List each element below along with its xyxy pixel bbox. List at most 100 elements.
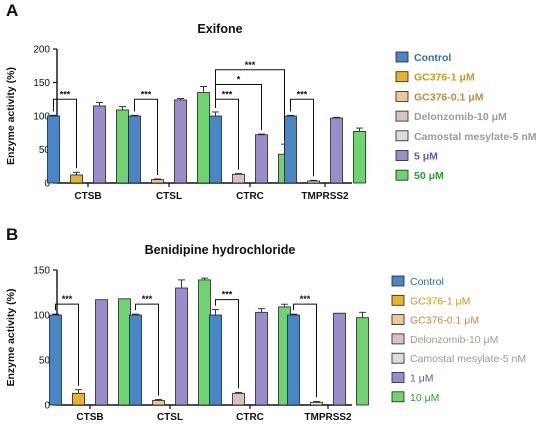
bar-ctsl-control	[129, 314, 142, 406]
legend-swatch	[391, 294, 405, 306]
y-axis-label: Enzyme activity (%)	[5, 67, 17, 165]
bar-tmprss2-5-m	[330, 117, 343, 184]
legend-item-control: Control	[414, 52, 451, 64]
legend-swatch	[395, 71, 409, 83]
bar-ctsb-control	[49, 314, 62, 406]
bar-ctsb-1-m	[95, 299, 108, 406]
bar-ctsl-5-m	[174, 99, 187, 184]
y-tick-label: 150	[33, 78, 50, 89]
bar-tmprss2-control	[287, 314, 300, 406]
legend-swatch	[395, 130, 409, 142]
legend-item-50-m: 50 μM	[414, 170, 444, 182]
bar-ctsb-50-m	[116, 109, 129, 184]
x-tick-label: TMPRSS2	[301, 191, 349, 202]
panel-label: A	[6, 1, 18, 20]
bar-ctrc-5-m	[255, 134, 268, 184]
legend-swatch	[391, 275, 405, 287]
significance-label: ***	[222, 89, 233, 99]
significance-label: ***	[245, 60, 256, 70]
significance-bracket	[134, 98, 158, 175]
significance-label: ***	[142, 294, 153, 304]
legend-item-gc376-0-1-m: GC376-0.1 μM	[414, 91, 484, 103]
chart-title: Exifone	[197, 22, 242, 36]
x-tick-label: CTRC	[236, 191, 264, 202]
legend-swatch	[395, 91, 409, 102]
x-tick-label: CTSL	[156, 191, 182, 202]
bar-ctsl-1-m	[175, 287, 188, 406]
bar-ctrc-1-m	[255, 311, 268, 406]
y-axis-label: Enzyme activity (%)	[5, 288, 17, 386]
legend-swatch	[391, 333, 405, 345]
panel-b: B Benidipine hydrochloride 0 50 100 150 Enzyme…	[5, 225, 526, 423]
significance-bracket	[55, 303, 79, 386]
y-tick-label: 100	[33, 311, 50, 322]
bar-ctsb-gc376-1-m	[72, 392, 85, 406]
bar-tmprss2-control	[284, 115, 297, 184]
significance-bracket	[53, 98, 77, 169]
x-tick-label: CTSB	[74, 191, 101, 202]
bar-tmprss2-camostal-mesylate-5-nm	[310, 401, 323, 406]
significance-label: ***	[62, 294, 73, 304]
bar-tmprss2-camostal-mesylate-5-nm	[307, 180, 320, 184]
y-tick-label: 50	[39, 145, 51, 156]
legend-swatch	[395, 51, 409, 63]
bar-ctrc-delonzomib-10-m	[232, 173, 245, 184]
panel-label: B	[6, 225, 18, 244]
significance-label: ***	[222, 290, 233, 300]
legend-item-5-m: 5 μM	[414, 151, 438, 163]
legend-swatch	[391, 372, 405, 383]
legend-item-gc376-1-m: GC376-1 μM	[410, 295, 470, 307]
bar-ctsl-10-m	[198, 279, 211, 406]
significance-label: *	[237, 75, 241, 85]
chart-title: Benidipine hydrochloride	[145, 243, 296, 257]
legend-swatch	[391, 391, 405, 403]
significance-bracket	[135, 303, 159, 396]
bar-ctrc-delonzomib-10-m	[232, 392, 245, 406]
bar-tmprss2-10-m	[356, 317, 369, 406]
significance-bracket	[293, 303, 317, 398]
significance-label: ***	[300, 294, 311, 304]
legend-item-1-m: 1 μM	[410, 373, 434, 385]
bar-ctsl-gc376-0-1-m	[152, 400, 165, 406]
y-tick-label: 150	[33, 266, 50, 277]
significance-bracket	[290, 98, 314, 177]
x-tick-label: TMPRSS2	[304, 412, 352, 423]
x-tick-label: CTRC	[236, 412, 264, 423]
legend-item-delonzomib-10-m: Delonzomib-10 μM	[414, 111, 507, 123]
significance-label: ***	[297, 89, 308, 99]
legend-item-camostal-mesylate-5-nm: Camostal mesylate-5 nM	[410, 353, 526, 365]
legend-item-camostal-mesylate-5-nm: Camostal mesylate-5 nM	[414, 131, 537, 143]
y-tick-label: 100	[33, 112, 50, 123]
bar-ctsl-50-m	[197, 92, 210, 184]
legend-item-control: Control	[410, 276, 444, 288]
x-tick-label: CTSB	[76, 412, 103, 423]
legend-swatch	[395, 150, 409, 161]
legend-item-gc376-0-1-m: GC376-0.1 μM	[410, 315, 479, 327]
bar-ctsl-gc376-0-1-m	[151, 179, 164, 184]
bar-ctrc-control	[209, 314, 222, 406]
bar-tmprss2-1-m	[333, 312, 346, 406]
legend-swatch	[391, 352, 405, 364]
legend-swatch	[395, 110, 409, 122]
y-tick-label: 200	[33, 45, 50, 56]
legend-swatch	[395, 169, 409, 181]
significance-label: ***	[141, 89, 152, 99]
y-tick-label: 50	[39, 356, 51, 367]
bar-ctsb-control	[47, 115, 60, 184]
significance-label: ***	[60, 89, 71, 99]
x-tick-label: CTSL	[157, 412, 183, 423]
y-tick-label: 0	[44, 179, 50, 190]
bar-ctsb-gc376-1-m	[70, 174, 83, 184]
bar-ctsb-10-m	[118, 298, 131, 406]
legend-swatch	[391, 314, 405, 326]
bar-ctsl-control	[128, 115, 141, 184]
panel-a: A Exifone 0 50 100 150 200 Enzyme activity (%) C…	[5, 1, 537, 202]
bar-ctrc-control	[209, 115, 222, 184]
legend-item-10-m: 10 μM	[410, 392, 439, 404]
legend-item-gc376-1-m: GC376-1 μM	[414, 72, 475, 84]
legend-item-delonzomib-10-m: Delonzomib-10 μM	[410, 334, 498, 346]
significance-bracket	[215, 299, 239, 389]
y-tick-label: 0	[44, 401, 50, 412]
significance-bracket	[215, 69, 285, 141]
